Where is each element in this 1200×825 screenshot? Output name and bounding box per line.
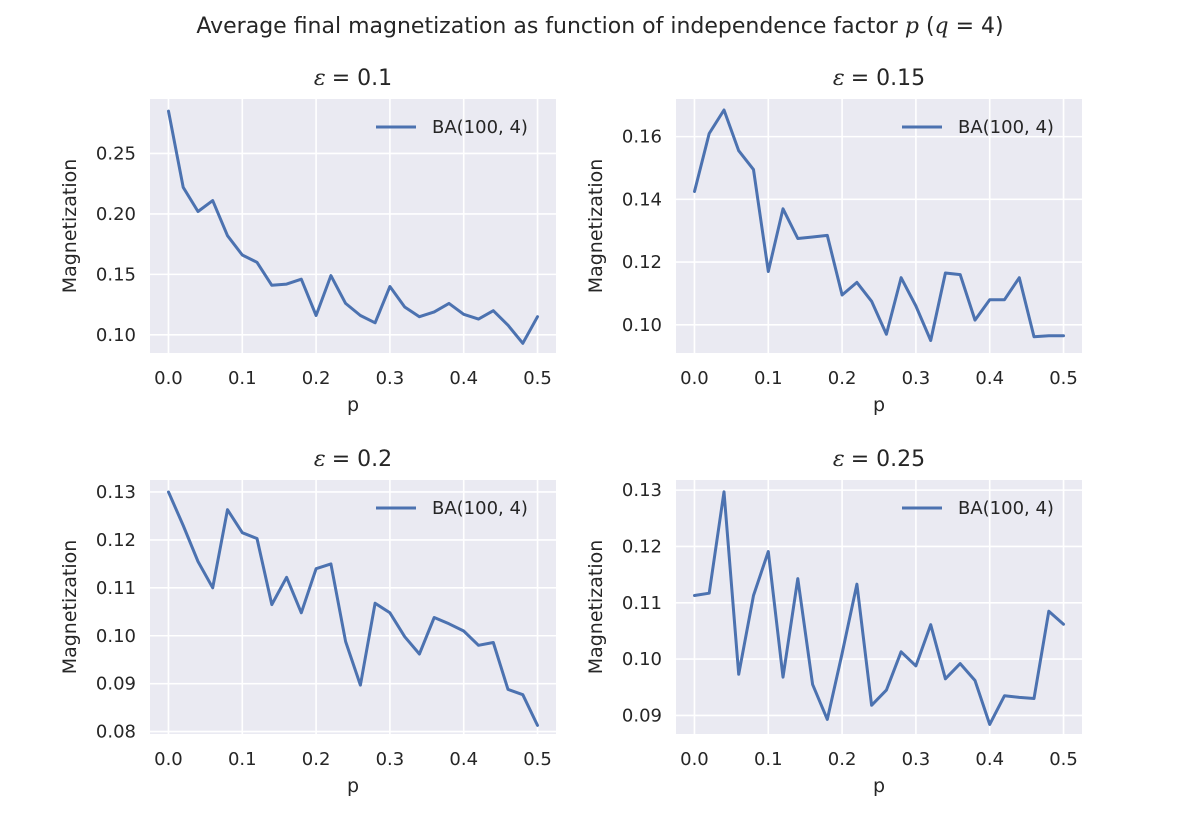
x-axis-label: p	[347, 775, 359, 797]
x-tick-label: 0.3	[902, 749, 931, 770]
legend: BA(100, 4)	[376, 498, 528, 519]
subplot-title: ε = 0.15	[833, 66, 925, 91]
subplot-title-symbol: ε	[833, 447, 845, 472]
subplot-title-symbol: ε	[314, 447, 326, 472]
x-tick-label: 0.0	[154, 368, 183, 389]
x-tick-label: 0.2	[828, 368, 857, 389]
x-tick-label: 0.3	[902, 368, 931, 389]
plot-area	[676, 99, 1082, 353]
legend: BA(100, 4)	[376, 117, 528, 138]
x-tick-label: 0.4	[449, 749, 478, 770]
x-tick-label: 0.4	[975, 368, 1004, 389]
y-tick-label: 0.10	[622, 315, 662, 336]
x-tick-label: 0.2	[302, 749, 331, 770]
legend-label: BA(100, 4)	[432, 117, 528, 138]
figure-title-q: q	[934, 14, 949, 39]
y-axis-label: Magnetization	[585, 540, 607, 675]
subplot-2: 0.0 0.1 0.2 0.3 0.4 0.5 0.10 0.12 0.14 0.16 p Magne…	[585, 66, 1082, 416]
y-tick-label: 0.12	[622, 536, 662, 557]
y-tick-label: 0.12	[622, 252, 662, 273]
y-axis-label: Magnetization	[59, 159, 81, 294]
y-axis-label: Magnetization	[585, 159, 607, 294]
x-tick-label: 0.0	[680, 749, 709, 770]
y-tick-label: 0.10	[96, 325, 136, 346]
legend-label: BA(100, 4)	[958, 498, 1054, 519]
x-tick-label: 0.3	[376, 749, 405, 770]
subplot-1: 0.0 0.1 0.2 0.3 0.4 0.5 0.10 0.15 0.20 0.25 p Magne…	[59, 66, 556, 416]
y-tick-label: 0.11	[96, 578, 136, 599]
x-tick-label: 0.1	[228, 749, 257, 770]
x-tick-label: 0.0	[680, 368, 709, 389]
subplot-title-value: = 0.1	[332, 66, 392, 91]
figure-title-eq: = 4)	[948, 14, 1004, 39]
y-tick-label: 0.13	[622, 480, 662, 501]
x-tick-label: 0.4	[975, 749, 1004, 770]
x-tick-label: 0.5	[1049, 749, 1078, 770]
series-line	[167, 109, 539, 345]
x-tick-label: 0.3	[376, 368, 405, 389]
y-axis-label: Magnetization	[59, 540, 81, 675]
figure-title-p: p	[904, 14, 919, 39]
figure-title: Average final magnetization as function …	[0, 14, 1200, 39]
y-tick-label: 0.09	[96, 674, 136, 695]
x-axis-label: p	[347, 394, 359, 416]
legend-label: BA(100, 4)	[958, 117, 1054, 138]
series-line	[693, 490, 1065, 726]
subplot-title: ε = 0.25	[833, 447, 925, 472]
y-tick-label: 0.11	[622, 593, 662, 614]
subplot-title-symbol: ε	[314, 66, 326, 91]
x-tick-label: 0.4	[449, 368, 478, 389]
x-tick-label: 0.0	[154, 749, 183, 770]
y-tick-label: 0.10	[622, 649, 662, 670]
y-tick-label: 0.25	[96, 143, 136, 164]
y-tick-label: 0.12	[96, 530, 136, 551]
figure-title-open: (	[918, 14, 935, 39]
subplot-4: 0.0 0.1 0.2 0.3 0.4 0.5 0.09 0.10 0.11 0.12 0.13 p M…	[585, 447, 1082, 797]
legend: BA(100, 4)	[902, 498, 1054, 519]
x-tick-label: 0.1	[754, 368, 783, 389]
y-tick-label: 0.08	[96, 722, 136, 743]
y-tick-label: 0.20	[96, 204, 136, 225]
subplot-title: ε = 0.2	[314, 447, 392, 472]
y-tick-label: 0.16	[622, 127, 662, 148]
series-line	[693, 108, 1065, 342]
x-tick-label: 0.5	[523, 368, 552, 389]
legend-label: BA(100, 4)	[432, 498, 528, 519]
series-line	[167, 490, 539, 727]
legend: BA(100, 4)	[902, 117, 1054, 138]
x-axis-label: p	[873, 394, 885, 416]
x-tick-label: 0.5	[523, 749, 552, 770]
x-tick-label: 0.1	[754, 749, 783, 770]
x-tick-label: 0.5	[1049, 368, 1078, 389]
plot-area	[676, 480, 1082, 734]
figure-title-prefix: Average final magnetization as function …	[196, 14, 905, 39]
subplot-3: 0.0 0.1 0.2 0.3 0.4 0.5 0.08 0.09 0.10 0.11 0.12 0.…	[59, 447, 556, 797]
x-tick-label: 0.2	[302, 368, 331, 389]
y-tick-label: 0.13	[96, 482, 136, 503]
x-tick-label: 0.2	[828, 749, 857, 770]
x-tick-label: 0.1	[228, 368, 257, 389]
subplot-title-value: = 0.25	[851, 447, 925, 472]
y-tick-label: 0.15	[96, 264, 136, 285]
y-tick-label: 0.10	[96, 626, 136, 647]
subplot-title-value: = 0.2	[332, 447, 392, 472]
y-tick-label: 0.09	[622, 705, 662, 726]
y-tick-label: 0.14	[622, 189, 662, 210]
subplot-title-value: = 0.15	[851, 66, 925, 91]
plot-area	[150, 480, 556, 734]
subplot-title-symbol: ε	[833, 66, 845, 91]
subplot-title: ε = 0.1	[314, 66, 392, 91]
x-axis-label: p	[873, 775, 885, 797]
